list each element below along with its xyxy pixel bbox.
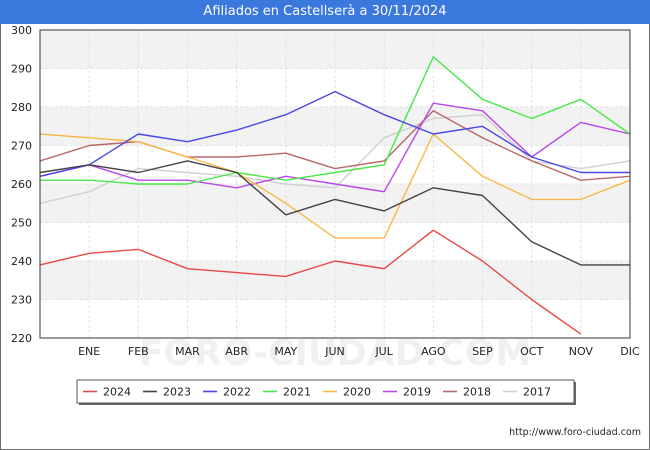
series-line-2020 (39, 133, 631, 239)
x-tick-label: SEP (472, 345, 493, 358)
legend-label-2017: 2017 (523, 386, 551, 399)
series-line-2024 (39, 229, 582, 335)
legend-label-2019: 2019 (403, 386, 431, 399)
x-tick-label: OCT (520, 345, 543, 358)
series-line-2022 (39, 90, 630, 177)
watermark: FORO-CIUDAD.COM (139, 333, 531, 374)
x-tick-label: AGO (421, 345, 446, 358)
legend-label-2020: 2020 (343, 386, 371, 399)
x-tick-label: MAY (274, 345, 297, 358)
series-line-2023 (39, 160, 630, 266)
x-tick-label: JUN (324, 345, 345, 358)
y-tick-label: 270 (11, 140, 32, 153)
y-tick-label: 260 (11, 178, 32, 191)
y-tick-label: 220 (11, 332, 32, 345)
x-tick-label: ENE (78, 345, 100, 358)
y-tick-label: 300 (11, 24, 32, 37)
legend-label-2024: 2024 (103, 386, 131, 399)
chart-title: Afiliados en Castellserà a 30/11/2024 (0, 0, 650, 24)
legend-label-2022: 2022 (223, 386, 251, 399)
source-url: http://www.foro-ciudad.com (509, 427, 641, 438)
x-tick-label: DIC (620, 345, 640, 358)
y-tick-label: 240 (11, 255, 32, 268)
legend-label-2018: 2018 (463, 386, 491, 399)
series-line-2021 (40, 56, 631, 185)
y-tick-label: 290 (11, 63, 32, 76)
x-tick-label: FEB (128, 345, 149, 358)
legend-label-2021: 2021 (283, 386, 311, 399)
y-tick-label: 280 (11, 101, 32, 114)
plot-area-border (39, 29, 631, 339)
x-tick-label: JUL (374, 345, 393, 358)
x-tick-label: ABR (225, 345, 248, 358)
x-tick-label: MAR (175, 345, 200, 358)
y-tick-label: 250 (11, 217, 32, 230)
x-tick-label: NOV (569, 345, 594, 358)
legend-label-2023: 2023 (163, 386, 191, 399)
y-tick-label: 230 (11, 294, 32, 307)
